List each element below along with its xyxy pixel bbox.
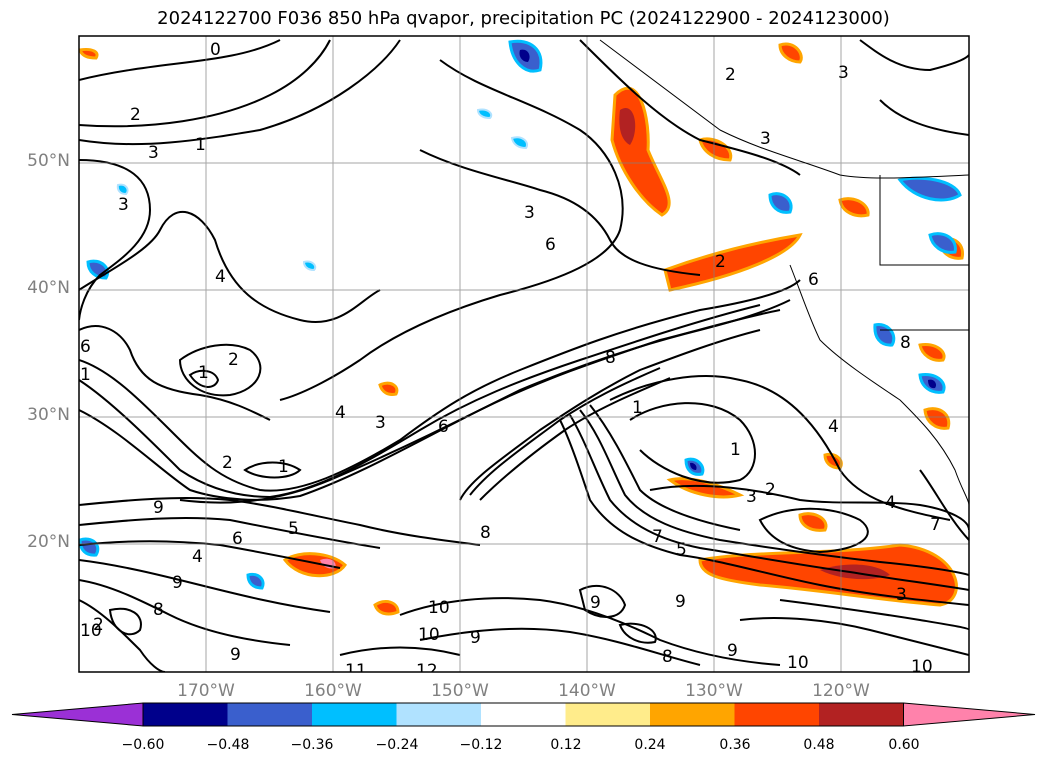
contour-label: 2: [222, 453, 233, 473]
colorbar-tick: −0.36: [290, 737, 334, 753]
contour-label: 4: [885, 493, 896, 513]
contour-label: 10: [418, 625, 440, 645]
precip-positive-patches: [79, 42, 965, 616]
contour-label: 1: [730, 440, 741, 460]
contour-label: 11: [345, 661, 367, 681]
contour-label: 9: [590, 593, 601, 613]
colorbar-tick: −0.12: [459, 737, 503, 753]
lon-label-130w: 130°W: [685, 681, 743, 701]
contour-label: 6: [808, 270, 819, 290]
lon-label-150w: 150°W: [431, 681, 489, 701]
contour-label: 3: [148, 143, 159, 163]
contour-label: 9: [727, 641, 738, 661]
contour-label: 9: [675, 592, 686, 612]
contour-label: 9: [470, 628, 481, 648]
colorbar-tick: 0.24: [634, 737, 666, 753]
colorbar-segment: [227, 703, 312, 726]
contour-label: 2: [715, 252, 726, 272]
contour-label: 8: [153, 600, 164, 620]
contour-label: 4: [335, 403, 346, 423]
colorbar-tick: 0.48: [803, 737, 835, 753]
lat-label-50n: 50°N: [27, 151, 70, 171]
lon-label-140w: 140°W: [558, 681, 616, 701]
contour-label: 4: [828, 417, 839, 437]
contour-label: 1: [278, 457, 289, 477]
contour-label: 5: [288, 519, 299, 539]
map-title: 2024122700 F036 850 hPa qvapor, precipit…: [157, 8, 890, 29]
contour-label: 10: [428, 598, 450, 618]
contour-label: 8: [662, 647, 673, 667]
contour-label: 12: [416, 661, 438, 681]
contour-label: 6: [232, 529, 243, 549]
contour-label: 2: [725, 65, 736, 85]
contour-label: 10: [787, 653, 809, 673]
colorbar: [11, 702, 1036, 727]
contour-label: 8: [605, 348, 616, 368]
contour-label: 2: [130, 105, 141, 125]
contour-label: 2: [93, 615, 104, 635]
colorbar-tick: 0.60: [888, 737, 920, 753]
colorbar-segment: [396, 703, 481, 726]
contour-label: 9: [172, 573, 183, 593]
colorbar-tick: 0.12: [550, 737, 582, 753]
contour-label: 1: [632, 398, 643, 418]
graticule: [79, 36, 969, 672]
contour-label: 6: [438, 417, 449, 437]
contour-label: 2: [228, 350, 239, 370]
coastline: [599, 39, 969, 506]
colorbar-extend-min: [11, 702, 144, 727]
contour-label: 6: [545, 235, 556, 255]
contour-label: 3: [896, 585, 907, 605]
contour-label: 7: [930, 515, 941, 535]
colorbar-segment: [481, 703, 566, 726]
plot-frame: [78, 35, 970, 673]
colorbar-extend-max: [903, 702, 1036, 727]
colorbar-segment: [565, 703, 650, 726]
colorbar-segment: [143, 703, 228, 726]
colorbar-segment: [312, 703, 397, 726]
contour-label: 4: [215, 267, 226, 287]
contour-label: 3: [524, 203, 535, 223]
lat-label-40n: 40°N: [27, 278, 70, 298]
contour-label: 10: [911, 657, 933, 677]
contour-label: 1: [195, 135, 206, 155]
colorbar-segment: [650, 703, 735, 726]
contour-label: 3: [838, 63, 849, 83]
contour-label: 9: [153, 498, 164, 518]
contour-label: 3: [746, 487, 757, 507]
colorbar-segment: [819, 703, 904, 726]
colorbar-tick: 0.36: [719, 737, 751, 753]
contour-label: 1: [80, 365, 91, 385]
lon-label-160w: 160°W: [304, 681, 362, 701]
lon-label-120w: 120°W: [812, 681, 870, 701]
contour-label: 2: [765, 480, 776, 500]
contour-label: 3: [118, 195, 129, 215]
colorbar-tick: −0.24: [375, 737, 419, 753]
contour-label: 5: [676, 540, 687, 560]
contour-labels: 0 2 3 1 3 4 2 1 6 1 4 3 6 1 2 8 9 6 5 4 …: [80, 40, 941, 681]
contour-label: 4: [192, 547, 203, 567]
colorbar-segment: [734, 703, 819, 726]
qvapor-contours: [79, 39, 969, 672]
contour-label: 9: [230, 645, 241, 665]
lat-label-20n: 20°N: [27, 532, 70, 552]
contour-label: 0: [210, 40, 221, 60]
lat-label-30n: 30°N: [27, 405, 70, 425]
contour-label: 6: [80, 337, 91, 357]
contour-label: 8: [900, 333, 911, 353]
contour-label: 10: [80, 621, 102, 641]
colorbar-tick: −0.60: [121, 737, 165, 753]
colorbar-tick: −0.48: [206, 737, 250, 753]
colorbar-frame: [142, 702, 904, 727]
contour-label: 3: [760, 129, 771, 149]
contour-label: 8: [480, 523, 491, 543]
lon-label-170w: 170°W: [177, 681, 235, 701]
contour-label: 1: [198, 363, 209, 383]
precip-negative-patches: [79, 39, 962, 590]
contour-label: 3: [375, 413, 386, 433]
contour-label: 7: [652, 527, 663, 547]
